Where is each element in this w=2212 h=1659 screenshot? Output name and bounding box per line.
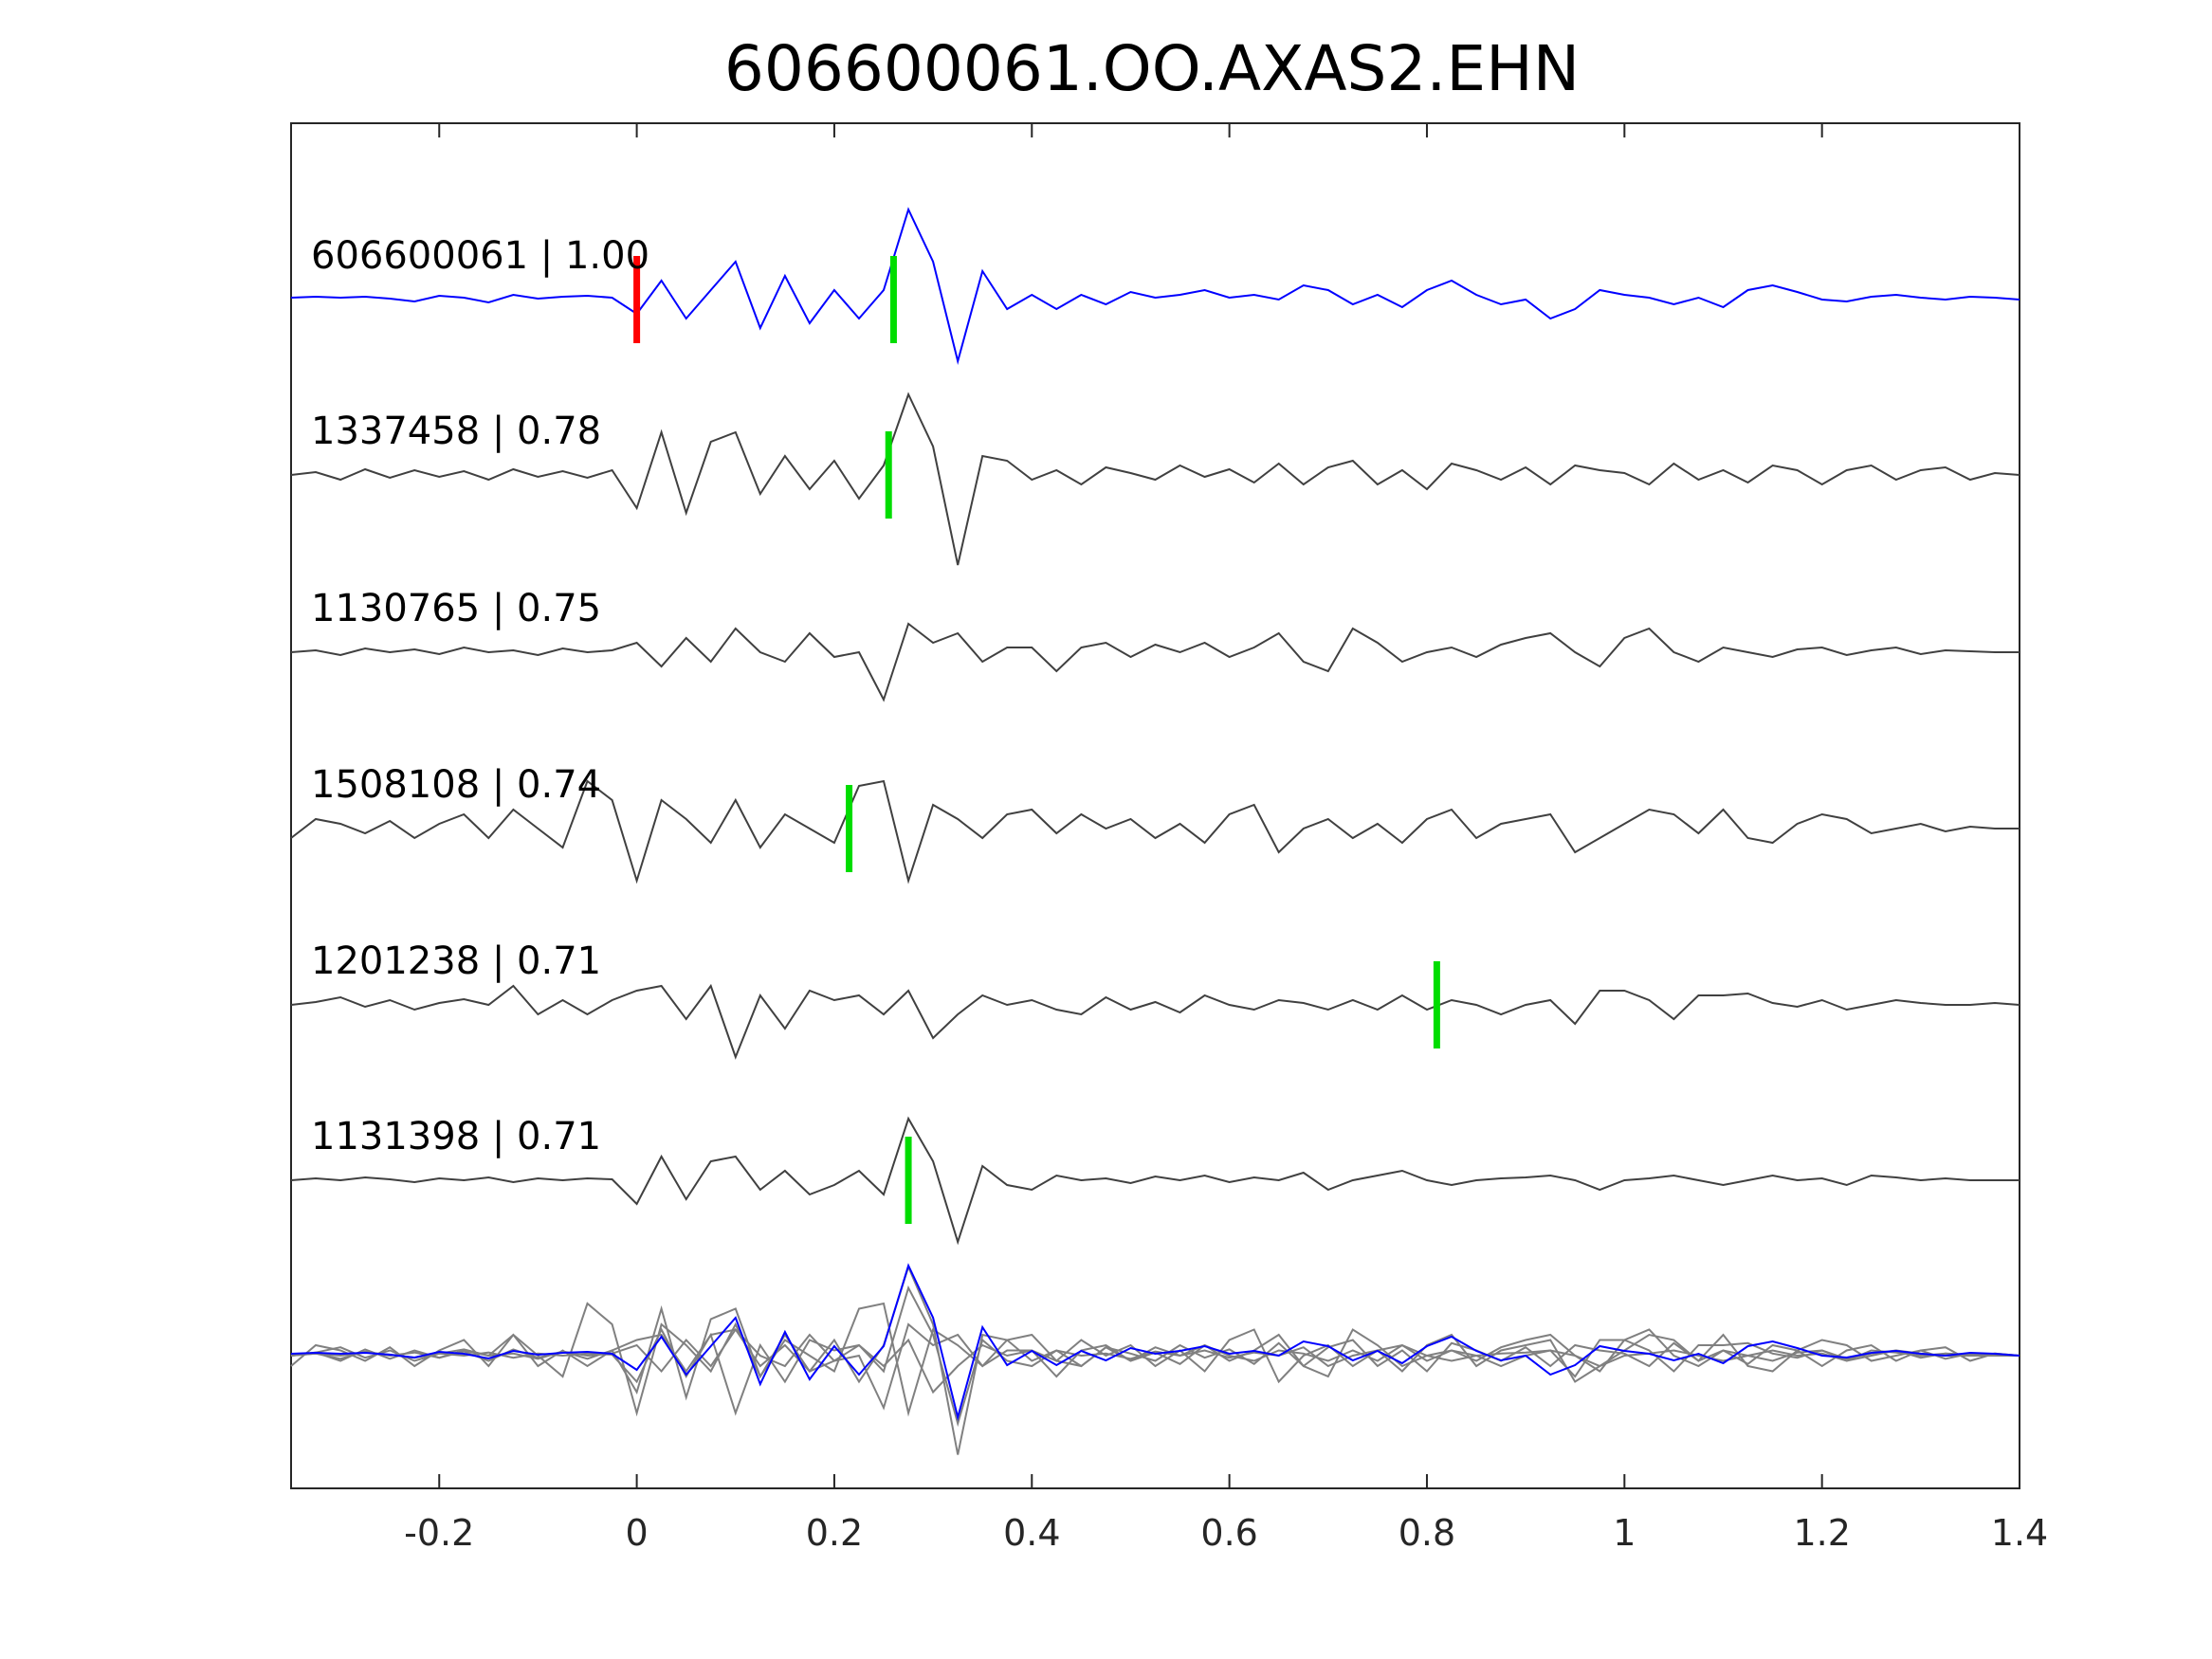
- trace-label: 1130765 | 0.75: [311, 587, 601, 630]
- x-tick-label: 0.8: [1398, 1512, 1455, 1554]
- trace-label: 1131398 | 0.71: [311, 1115, 601, 1158]
- trace-1508108: [290, 779, 2020, 884]
- trace-label: 1201238 | 0.71: [311, 939, 601, 983]
- x-tick-label: -0.2: [404, 1512, 474, 1554]
- overlay-group: [290, 1263, 2020, 1455]
- trace-606600061: [290, 207, 2020, 365]
- trace-label: 1508108 | 0.74: [311, 763, 601, 807]
- trace-1201238: [290, 983, 2020, 1060]
- x-tick-label: 0.2: [806, 1512, 863, 1554]
- axes-frame: [290, 122, 2020, 1489]
- x-tick-label: 1.4: [1991, 1512, 2048, 1554]
- x-tick-label: 1: [1613, 1512, 1636, 1554]
- trace-label: 1337458 | 0.78: [311, 410, 601, 453]
- trace-label: 606600061 | 1.00: [311, 234, 649, 278]
- x-tick-label: 0: [626, 1512, 649, 1554]
- overlay-trace-1201238: [290, 1332, 2020, 1416]
- x-tick-label: 1.2: [1793, 1512, 1850, 1554]
- trace-1131398: [290, 1116, 2020, 1246]
- overlay-trace-1131398: [290, 1285, 2020, 1428]
- x-tick-label: 0.6: [1200, 1512, 1257, 1554]
- chart-title: 606600061.OO.AXAS2.EHN: [724, 32, 1580, 105]
- pick-markers: [633, 256, 1440, 1224]
- x-tick-label: 0.4: [1003, 1512, 1060, 1554]
- trace-1130765: [290, 622, 2020, 702]
- trace-labels: 606600061 | 1.00 1337458 | 0.78 1130765 | …: [311, 234, 649, 1158]
- overlay-trace-1337458: [290, 1264, 2020, 1455]
- x-axis-ticks: -0.2 0 0.2 0.4 0.6 0.8 1 1.2 1.4: [404, 123, 2048, 1554]
- overlay-reference-trace: [290, 1263, 2020, 1421]
- trace-group: [290, 207, 2020, 1246]
- trace-1337458: [290, 392, 2020, 566]
